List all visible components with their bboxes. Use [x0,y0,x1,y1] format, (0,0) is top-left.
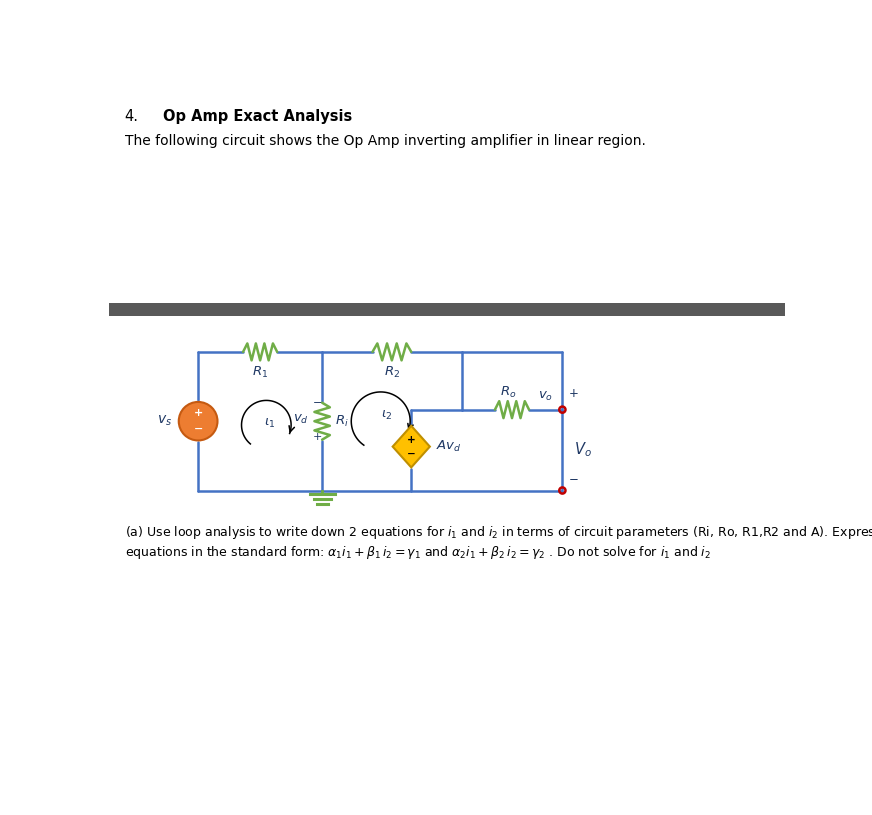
Text: $R_o$: $R_o$ [500,385,516,399]
Bar [109,303,785,315]
Text: $v_s$: $v_s$ [157,414,172,429]
Text: Op Amp Exact Analysis: Op Amp Exact Analysis [163,109,352,125]
Text: equations in the standard form: $\alpha_1 i_1 + \beta_1\, i_2 = \gamma_1$ and $\: equations in the standard form: $\alpha_… [125,544,711,562]
Text: $V_o$: $V_o$ [574,441,592,460]
Text: $R_2$: $R_2$ [384,365,400,380]
Text: +: + [407,434,416,445]
Text: $+$: $+$ [568,387,578,400]
Text: −: − [407,448,416,459]
Text: $\iota_1$: $\iota_1$ [264,417,276,430]
Text: $v_d$: $v_d$ [293,413,309,426]
Text: $\iota_2$: $\iota_2$ [381,408,392,421]
Circle shape [179,402,217,440]
Text: +: + [194,408,203,418]
Text: $+$: $+$ [311,430,322,442]
Polygon shape [392,425,430,467]
Text: −: − [194,424,203,434]
Text: $R_i$: $R_i$ [336,414,349,429]
Text: $-$: $-$ [311,396,322,406]
Text: (a) Use loop analysis to write down 2 equations for $i_1$ and $i_2$ in terms of : (a) Use loop analysis to write down 2 eq… [125,523,872,540]
Text: $v_o$: $v_o$ [538,390,553,403]
Text: $R_1$: $R_1$ [252,365,269,380]
Text: $-$: $-$ [568,471,578,484]
Text: 4.: 4. [125,109,139,125]
Text: $Av_d$: $Av_d$ [436,439,461,454]
Text: The following circuit shows the Op Amp inverting amplifier in linear region.: The following circuit shows the Op Amp i… [125,134,645,148]
